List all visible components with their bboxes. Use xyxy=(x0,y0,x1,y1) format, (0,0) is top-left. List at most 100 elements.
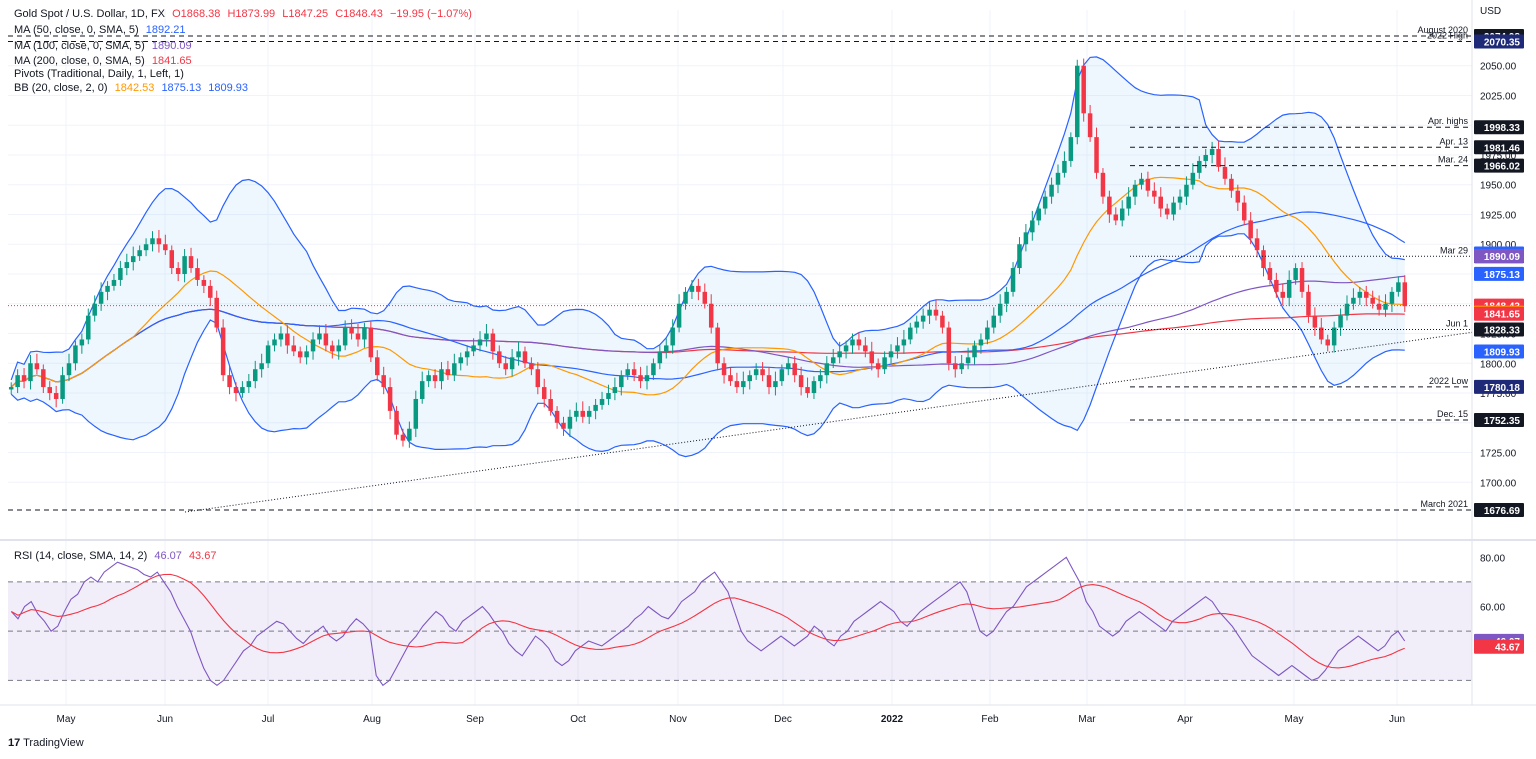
candle-body xyxy=(927,309,932,316)
ma50-label: MA (50, close, 0, SMA, 5) xyxy=(14,24,139,36)
legend-ma200[interactable]: MA (200, close, 0, SMA, 5) 1841.65 xyxy=(14,55,192,68)
price-tick-label: 2050.00 xyxy=(1480,62,1517,73)
candle-body xyxy=(1306,291,1311,316)
ma200-label: MA (200, close, 0, SMA, 5) xyxy=(14,55,145,67)
price-badge: 1809.93 xyxy=(1484,347,1521,358)
level-note: 2022 High xyxy=(1427,30,1468,40)
level-badge: 1981.46 xyxy=(1484,143,1521,154)
candle-body xyxy=(638,375,643,382)
level-badge-bg xyxy=(1474,412,1524,427)
candle-body xyxy=(220,327,226,376)
candle-body xyxy=(535,369,541,388)
candle-body xyxy=(1351,297,1356,304)
candle-body xyxy=(1171,202,1176,215)
candle-body xyxy=(696,285,701,292)
candle-body xyxy=(1017,244,1022,269)
candle-body xyxy=(1357,291,1363,298)
level-badge: 1966.02 xyxy=(1484,162,1521,173)
high-value: H1873.99 xyxy=(227,8,276,20)
candle-body xyxy=(310,339,316,352)
level-badge-bg xyxy=(1474,34,1524,49)
legend-rsi[interactable]: RSI (14, close, SMA, 14, 2) 46.07 43.67 xyxy=(14,550,216,563)
candle-body xyxy=(721,363,727,376)
candle-body xyxy=(747,375,752,382)
candle-body xyxy=(317,333,322,340)
candle-body xyxy=(21,375,27,382)
level-badge: 1828.33 xyxy=(1484,326,1521,337)
level-badge-bg xyxy=(1474,379,1524,394)
candle-body xyxy=(1383,303,1388,310)
candle-body xyxy=(1062,160,1067,173)
candle-body xyxy=(522,351,528,364)
candles xyxy=(8,58,1408,448)
candle-body xyxy=(1274,279,1279,292)
candle-body xyxy=(567,416,573,429)
level-note: Dec. 15 xyxy=(1437,409,1468,419)
candle-body xyxy=(1222,166,1228,179)
time-tick-label: May xyxy=(57,714,76,725)
close-value: C1848.43 xyxy=(335,8,383,20)
candle-body xyxy=(1267,268,1273,280)
level-badge-bg xyxy=(1474,503,1524,518)
candle-body xyxy=(1319,327,1324,340)
candle-body xyxy=(953,363,958,370)
candle-body xyxy=(843,345,849,352)
candle-body xyxy=(79,339,85,346)
pivots-label: Pivots (Traditional, Daily, 1, Left, 1) xyxy=(14,68,184,80)
candle-body xyxy=(143,244,149,251)
candle-body xyxy=(477,339,483,346)
candle-body xyxy=(464,351,470,358)
candle-body xyxy=(458,357,463,364)
time-tick-label: Feb xyxy=(981,714,999,725)
legend-pivots[interactable]: Pivots (Traditional, Daily, 1, Left, 1) xyxy=(14,68,184,81)
candle-body xyxy=(972,345,977,358)
legend-bb[interactable]: BB (20, close, 2, 0) 1842.53 1875.13 180… xyxy=(14,82,248,95)
candle-body xyxy=(1075,65,1080,138)
candle-body xyxy=(381,375,386,388)
candle-body xyxy=(830,357,836,364)
legend-ma50[interactable]: MA (50, close, 0, SMA, 5) 1892.21 xyxy=(14,24,186,37)
candle-body xyxy=(676,303,682,328)
rsi-value: 46.07 xyxy=(154,550,182,562)
candle-body xyxy=(432,375,438,382)
level-note: Mar 29 xyxy=(1440,245,1468,255)
candle-body xyxy=(580,410,586,417)
candle-body xyxy=(1370,297,1375,304)
candle-body xyxy=(426,375,431,382)
legend-ma100[interactable]: MA (100, close, 0, SMA, 5) 1890.09 xyxy=(14,40,192,53)
bb-area xyxy=(11,56,1405,457)
candle-body xyxy=(1164,208,1170,215)
tradingview-logo[interactable]: 17 TradingView xyxy=(8,737,84,749)
candle-body xyxy=(837,351,842,358)
candle-body xyxy=(490,333,496,352)
candle-body xyxy=(355,333,361,340)
candle-body xyxy=(175,268,181,274)
candle-body xyxy=(651,363,656,376)
ma100-value: 1890.09 xyxy=(151,40,192,52)
candle-body xyxy=(959,363,964,370)
candle-body xyxy=(98,291,104,304)
candle-body xyxy=(1023,232,1029,245)
candle-body xyxy=(66,363,72,376)
candle-body xyxy=(233,387,239,394)
candle-body xyxy=(792,363,797,376)
candle-body xyxy=(150,238,155,245)
candle-body xyxy=(445,369,451,376)
candle-body xyxy=(1107,196,1112,215)
candle-body xyxy=(1216,149,1221,167)
candle-body xyxy=(394,410,399,435)
candle-body xyxy=(920,315,926,322)
candle-body xyxy=(34,363,40,370)
candle-body xyxy=(1036,208,1041,221)
candle-body xyxy=(882,357,887,370)
rsi-badge-bg xyxy=(1474,639,1524,654)
candle-body xyxy=(997,303,1003,316)
candle-body xyxy=(1344,303,1350,316)
candle-body xyxy=(1132,184,1138,197)
level-badge: 1780.18 xyxy=(1484,383,1521,394)
level-note: Jun 1 xyxy=(1446,319,1468,329)
candle-body xyxy=(1113,214,1119,221)
candle-body xyxy=(400,434,406,441)
